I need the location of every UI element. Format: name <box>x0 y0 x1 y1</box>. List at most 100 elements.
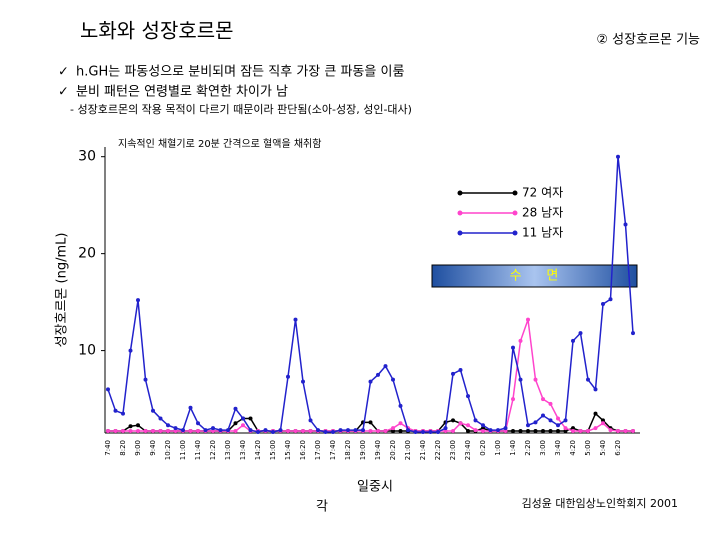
point <box>143 377 148 382</box>
point <box>526 317 530 322</box>
point <box>128 429 133 434</box>
point <box>203 428 208 433</box>
point <box>173 426 178 431</box>
point <box>233 421 238 426</box>
point <box>173 429 178 434</box>
point <box>601 302 605 307</box>
point <box>593 426 598 431</box>
point <box>608 297 613 302</box>
point <box>376 372 380 377</box>
point <box>428 430 433 435</box>
point <box>623 429 628 434</box>
point <box>286 374 290 379</box>
point <box>391 377 395 382</box>
point <box>181 428 185 433</box>
point <box>308 418 313 423</box>
legend-label: 28 남자 <box>522 206 563 220</box>
point <box>466 423 470 428</box>
x-tick-label: 5:00 <box>584 440 592 456</box>
x-tick-label: 11:40 <box>194 440 202 460</box>
point <box>593 411 598 416</box>
point <box>496 428 500 433</box>
point <box>391 429 395 434</box>
point <box>631 429 635 434</box>
point <box>608 428 613 433</box>
x-tick-label: 9:40 <box>149 440 157 456</box>
point <box>136 429 140 434</box>
point <box>601 418 605 423</box>
point <box>413 430 418 435</box>
point <box>466 394 470 399</box>
x-tick-label: 11:00 <box>179 440 187 460</box>
point <box>263 428 268 433</box>
point <box>563 429 568 434</box>
point <box>398 429 403 434</box>
point <box>451 371 455 376</box>
legend-marker <box>457 210 463 216</box>
point <box>158 429 163 434</box>
x-tick-label: 18:20 <box>344 440 352 460</box>
legend-marker <box>512 230 518 236</box>
point <box>473 428 478 433</box>
point <box>151 408 155 413</box>
point <box>113 408 118 413</box>
point <box>481 426 485 431</box>
x-tick-label: 21:00 <box>404 440 412 460</box>
point <box>271 430 275 435</box>
point <box>383 429 388 434</box>
x-tick-label: 0:20 <box>479 440 487 456</box>
point <box>586 429 590 434</box>
point <box>316 428 320 433</box>
point <box>233 429 238 434</box>
point <box>166 423 170 428</box>
sleep-label: 수 면 <box>510 269 559 284</box>
point <box>533 377 538 382</box>
series-line <box>108 319 633 432</box>
x-label: 일중시 <box>357 480 393 495</box>
x-tick-label: 23:00 <box>449 440 457 460</box>
point <box>121 411 125 416</box>
point <box>158 416 163 421</box>
point <box>466 429 470 434</box>
point <box>571 338 575 343</box>
title: 노화와 성장호르몬 <box>80 19 234 43</box>
x-tick-label: 17:40 <box>329 440 337 460</box>
x-tick-label: 16:20 <box>299 440 307 460</box>
point <box>143 429 148 434</box>
point <box>503 429 508 434</box>
x-tick-label: 13:00 <box>224 440 232 460</box>
x-tick-label: 2:20 <box>524 440 532 456</box>
y-label: 성장호르몬 (ng/mL) <box>55 233 70 348</box>
point <box>301 379 305 384</box>
point <box>293 317 298 322</box>
legend-marker <box>457 190 463 196</box>
point <box>548 401 553 406</box>
x-tick-label: 12:20 <box>209 440 217 460</box>
point <box>128 348 133 353</box>
x-tick-label: 9:00 <box>134 440 142 456</box>
sleep-band <box>431 264 638 288</box>
point <box>391 426 395 431</box>
bullet: h.GH는 파동성으로 분비되며 잠든 직후 가장 큰 파동을 이룸 <box>76 65 404 80</box>
point <box>248 416 253 421</box>
point <box>151 429 155 434</box>
point <box>188 429 193 434</box>
check: ✓ <box>58 85 69 100</box>
x-tick-label: 15:00 <box>269 440 277 460</box>
source: 김성윤 대한임상노인학회지 2001 <box>522 497 678 510</box>
point <box>541 413 545 418</box>
point <box>616 429 620 434</box>
point <box>278 428 283 433</box>
point <box>526 429 530 434</box>
y-tick-label: 30 <box>78 149 96 165</box>
legend-marker <box>457 230 463 236</box>
point <box>383 364 388 369</box>
point <box>166 429 170 434</box>
point <box>533 420 538 425</box>
x-tick-label: 14:20 <box>254 440 262 460</box>
point <box>113 429 118 434</box>
x-tick-label: 21:40 <box>419 440 427 460</box>
point <box>451 429 455 434</box>
point <box>616 154 620 159</box>
